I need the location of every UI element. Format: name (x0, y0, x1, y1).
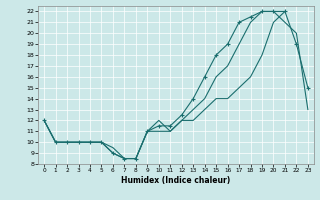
X-axis label: Humidex (Indice chaleur): Humidex (Indice chaleur) (121, 176, 231, 185)
